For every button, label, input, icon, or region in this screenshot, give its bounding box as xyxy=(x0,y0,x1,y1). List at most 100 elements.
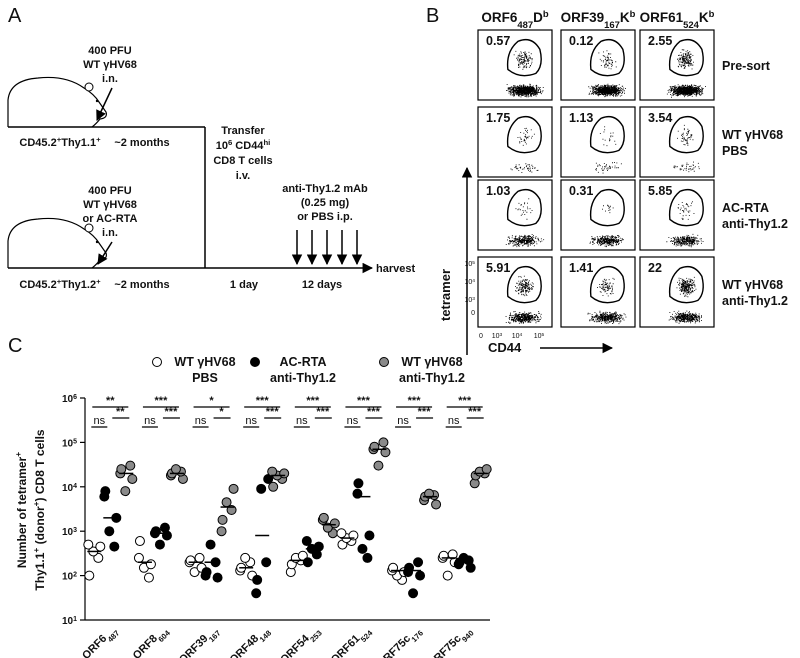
subscript: 167 xyxy=(604,20,620,31)
legend-label: WT γHV68 xyxy=(401,355,462,369)
data-point xyxy=(336,528,347,539)
text-run: 10 xyxy=(464,261,472,268)
significance-label: *** xyxy=(266,406,280,418)
legend-label: anti-Thy1.2 xyxy=(270,371,336,385)
data-point xyxy=(447,549,458,560)
data-point xyxy=(442,570,453,581)
gate-percentage: 3.54 xyxy=(648,111,672,125)
data-point xyxy=(353,478,364,489)
data-point xyxy=(268,481,279,492)
infection-label: 400 PFU xyxy=(88,185,131,197)
data-point xyxy=(159,522,170,533)
significance-label: *** xyxy=(306,395,320,407)
data-point xyxy=(221,497,232,508)
subscript: 487 xyxy=(517,20,533,31)
data-point xyxy=(302,557,313,568)
gate-percentage: 22 xyxy=(648,261,662,275)
text-run: Thy1.1 xyxy=(33,552,47,590)
superscript: + xyxy=(57,135,62,144)
data-point xyxy=(357,543,368,554)
significance-label: ns xyxy=(347,415,359,427)
text-run: ORF75c xyxy=(375,633,413,658)
data-point xyxy=(373,460,384,471)
flow-y-tick-label: 103 xyxy=(464,296,475,305)
text-run: 10 xyxy=(62,616,74,627)
event-cloud xyxy=(589,204,624,248)
data-point xyxy=(116,464,127,475)
gate-percentage: 0.31 xyxy=(569,184,593,198)
data-point xyxy=(143,572,154,583)
data-point xyxy=(217,514,228,525)
flow-plot-frame xyxy=(477,106,553,178)
row-label: WT γHV68 xyxy=(722,278,783,292)
x-tick-label: ORF54253 xyxy=(278,624,323,658)
event-cloud xyxy=(505,275,542,324)
data-point xyxy=(378,437,389,448)
data-point xyxy=(415,570,426,581)
data-point xyxy=(252,574,263,585)
infection-label: i.n. xyxy=(102,73,118,85)
text-run: K xyxy=(699,10,709,25)
infection-label: WT γHV68 xyxy=(83,199,137,211)
treatment-label: or PBS i.p. xyxy=(297,211,353,223)
gate xyxy=(589,188,625,227)
panel-label: A xyxy=(8,5,22,27)
gate xyxy=(589,38,625,77)
panel-label: B xyxy=(426,5,439,27)
row-label: WT γHV68 xyxy=(722,128,783,142)
superscript: b xyxy=(543,9,549,20)
flow-y-tick-label: 0 xyxy=(471,310,475,317)
flow-plot-frame xyxy=(477,179,553,251)
row-label: PBS xyxy=(722,144,748,158)
significance-label: ns xyxy=(195,415,207,427)
data-point xyxy=(458,552,469,563)
transfer-label: CD8 T cells xyxy=(213,155,272,167)
superscript: 5 xyxy=(73,438,77,445)
text-run: CD45.2 xyxy=(19,279,56,291)
data-point xyxy=(185,555,196,566)
infection-label: 400 PFU xyxy=(88,45,131,57)
legend-label: AC-RTA xyxy=(280,355,327,369)
data-point xyxy=(329,518,340,529)
superscript: 3 xyxy=(472,296,475,302)
gate-percentage: 1.13 xyxy=(569,111,593,125)
legend-marker xyxy=(379,357,389,367)
significance-label: ns xyxy=(144,415,156,427)
data-point xyxy=(83,539,94,550)
flow-plot-frame xyxy=(560,256,636,328)
event-cloud xyxy=(510,127,539,173)
y-axis-label: Number of tetramer+ xyxy=(13,452,29,568)
strain-label: CD45.2+Thy1.2+ xyxy=(19,277,101,292)
column-header: ORF39167Kb xyxy=(561,9,636,31)
superscript: 5 xyxy=(472,260,475,266)
text-run: ORF61 xyxy=(640,10,684,25)
data-point xyxy=(413,557,424,568)
significance-label: * xyxy=(219,406,224,418)
flow-x-tick-label: 0 xyxy=(479,333,483,340)
gate-percentage: 2.55 xyxy=(648,34,672,48)
data-point xyxy=(408,588,419,599)
superscript: + xyxy=(96,135,101,144)
superscript: + xyxy=(57,277,62,286)
data-point xyxy=(194,552,205,563)
event-cloud xyxy=(666,49,706,98)
significance-label: ns xyxy=(296,415,308,427)
significance-label: *** xyxy=(418,406,432,418)
significance-label: ns xyxy=(94,415,106,427)
text-run: ORF39 xyxy=(177,633,211,658)
data-point xyxy=(240,552,251,563)
data-point xyxy=(150,526,161,537)
subscript: 524 xyxy=(683,20,699,31)
significance-label: *** xyxy=(357,395,371,407)
text-run: K xyxy=(620,10,630,25)
x-tick-label: ORF39167 xyxy=(177,624,222,658)
mouse-eye xyxy=(95,99,99,103)
flow-y-tick-label: 105 xyxy=(464,260,475,269)
data-point xyxy=(109,541,120,552)
interval-label: ~2 months xyxy=(114,137,169,149)
data-point xyxy=(104,526,115,537)
superscript: + xyxy=(31,501,41,506)
text-run: 10 xyxy=(62,438,74,449)
event-cloud xyxy=(506,50,544,98)
superscript: hi xyxy=(263,138,270,147)
